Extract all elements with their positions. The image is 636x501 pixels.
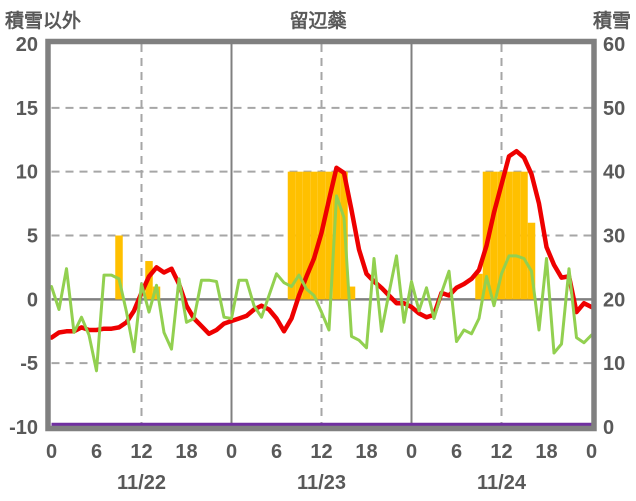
- snowfall-bar: [115, 235, 123, 300]
- x-tick-label: 6: [91, 441, 102, 463]
- snowfall-bar: [527, 222, 536, 300]
- left-axis-tick-label: 0: [27, 289, 38, 311]
- right-axis-tick-label: 50: [603, 98, 625, 120]
- plot-frame: [45, 38, 597, 432]
- snowfall-bar: [490, 171, 498, 300]
- right-axis-tick-label: 10: [603, 353, 625, 375]
- left-axis-tick-label: 5: [27, 226, 38, 248]
- x-tick-label: 6: [451, 441, 462, 463]
- x-tick-label: 18: [175, 441, 197, 463]
- snowfall-bar: [520, 171, 528, 300]
- snowfall-bar: [497, 171, 506, 300]
- x-day-label: 11/24: [477, 472, 527, 494]
- left-axis-tick-label: -10: [9, 417, 38, 439]
- snowfall-bar: [287, 171, 296, 300]
- x-tick-label: 12: [490, 441, 512, 463]
- x-tick-label: 0: [586, 441, 597, 463]
- x-tick-label: 18: [535, 441, 557, 463]
- x-tick-label: 0: [226, 441, 237, 463]
- x-tick-label: 12: [130, 441, 152, 463]
- left-axis-tick-label: 15: [16, 98, 38, 120]
- left-axis-tick-label: 10: [16, 162, 38, 184]
- x-tick-label: 18: [355, 441, 377, 463]
- left-axis-tick-label: 20: [16, 34, 38, 56]
- right-axis-title: 積雪: [592, 11, 631, 32]
- snowfall-bar: [295, 171, 303, 300]
- snowfall-bar: [325, 171, 333, 300]
- snowfall-bar: [505, 171, 513, 300]
- x-tick-label: 6: [271, 441, 282, 463]
- snowfall-bar: [332, 171, 341, 300]
- right-axis-tick-label: 40: [603, 162, 625, 184]
- right-axis-tick-label: 20: [603, 289, 625, 311]
- chart-title: 留辺蘂: [289, 11, 347, 32]
- snowfall-bar: [347, 286, 356, 300]
- right-axis-tick-label: 0: [603, 417, 614, 439]
- snowfall-bar: [310, 171, 318, 300]
- snowfall-bar: [512, 171, 521, 300]
- left-axis-title: 積雪以外: [5, 11, 82, 32]
- snowfall-bar: [475, 273, 483, 300]
- x-tick-label: 12: [310, 441, 332, 463]
- left-axis-tick-label: -5: [20, 353, 38, 375]
- right-axis-tick-label: 30: [603, 226, 625, 248]
- snowfall-bar: [302, 171, 311, 300]
- x-tick-label: 0: [46, 441, 57, 463]
- x-tick-label: 0: [406, 441, 417, 463]
- right-axis-tick-label: 60: [603, 34, 625, 56]
- green-line: [50, 194, 593, 373]
- x-day-label: 11/22: [117, 472, 166, 494]
- x-day-label: 11/23: [297, 472, 346, 494]
